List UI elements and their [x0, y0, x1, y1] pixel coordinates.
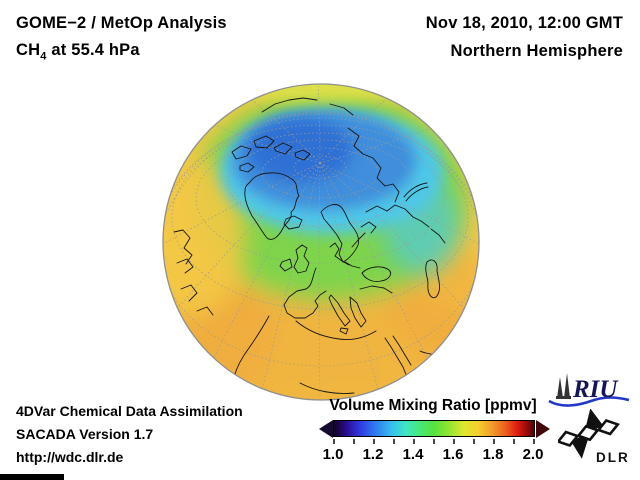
- coast-iceland: [283, 215, 303, 230]
- riu-text: RIU: [572, 376, 619, 403]
- title-species: CH4 at 55.4 hPa: [16, 41, 140, 62]
- screen-edge-artifact: [0, 474, 64, 480]
- coastlines: [173, 97, 472, 394]
- colorbar: Volume Mixing Ratio [ppmv] 1.0 1.2 1.4 1…: [313, 397, 553, 477]
- credit-url: http://wdc.dlr.de: [16, 449, 124, 465]
- coast-canadian-arctic: [231, 135, 311, 173]
- credit-version: SACADA Version 1.7: [16, 426, 154, 442]
- cyan-tongue-siberia: [383, 178, 459, 274]
- title-instrument: GOME−2 / MetOp Analysis: [16, 14, 227, 32]
- coast-uk-ireland: [279, 244, 310, 274]
- species-subscript: 4: [40, 50, 47, 63]
- colorbar-minor-ticks: [313, 397, 553, 477]
- dlr-logo: DLR: [558, 409, 630, 465]
- dlr-text: DLR: [596, 450, 630, 465]
- colorbar-title: Volume Mixing Ratio [ppmv]: [329, 397, 537, 414]
- coast-blacksea-caspian: [359, 259, 440, 299]
- colorbar-gradient: [333, 420, 535, 437]
- riu-wave: [548, 396, 630, 407]
- species-suffix: at 55.4 hPa: [46, 41, 140, 59]
- coast-europe: [283, 242, 367, 335]
- title-datetime: Nov 18, 2010, 12:00 GMT: [425, 14, 623, 32]
- ch4-minimum-core: [248, 118, 352, 182]
- dlr-star-icon: [558, 409, 620, 459]
- colorbar-tick-label: 2.0: [522, 446, 544, 463]
- coast-africa-mideast: [233, 315, 472, 394]
- colorbar-tick-label: 1.4: [402, 446, 424, 463]
- coast-scandinavia: [320, 204, 377, 269]
- cathedral-icon: [556, 373, 571, 399]
- coast-greenland: [244, 172, 300, 240]
- coast-far-rim: [173, 97, 354, 316]
- graticule: [163, 85, 479, 400]
- colorbar-tick-label: 1.2: [362, 446, 384, 463]
- species-prefix: CH: [16, 41, 41, 59]
- colorbar-tick-label: 1.0: [322, 446, 344, 463]
- credit-assimilation: 4DVar Chemical Data Assimilation: [16, 403, 243, 419]
- globe-rim: [162, 83, 480, 401]
- coast-siberia: [347, 127, 446, 244]
- far-side-rim-band: [168, 84, 472, 99]
- colorbar-tick-label: 1.8: [482, 446, 504, 463]
- title-region: Northern Hemisphere: [450, 42, 623, 60]
- colorbar-tick-label: 1.6: [442, 446, 464, 463]
- riu-logo: RIU: [548, 373, 630, 407]
